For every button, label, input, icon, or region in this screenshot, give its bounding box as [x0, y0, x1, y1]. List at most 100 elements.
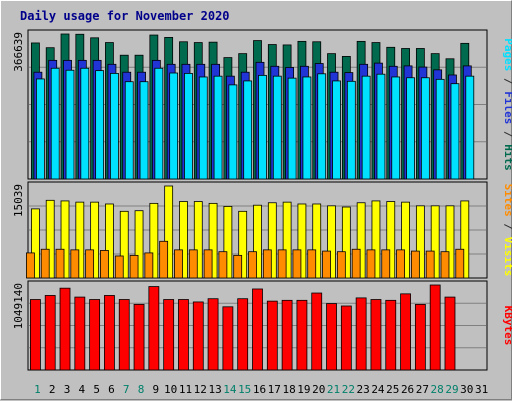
bar-visits-day-5	[90, 201, 100, 279]
bar-sites-day-28	[425, 250, 435, 279]
bar-pages-day-17	[272, 75, 282, 180]
x-tick-label: 5	[93, 383, 100, 396]
bar-pages-day-10	[169, 72, 179, 180]
bar-visits-day-13	[208, 202, 218, 279]
bar-sites-day-11	[174, 249, 183, 279]
x-tick-label: 13	[208, 383, 221, 396]
bar-kbytes-day-29	[444, 296, 456, 371]
bar-kbytes-day-19	[296, 299, 308, 371]
bar-sites-day-17	[262, 249, 272, 279]
x-tick-label: 4	[79, 383, 86, 396]
bar-visits-day-26	[401, 201, 410, 279]
bar-visits-day-14	[223, 206, 233, 279]
bar-kbytes-day-20	[311, 292, 323, 371]
bar-visits-day-12	[193, 201, 203, 279]
bar-sites-day-22	[336, 251, 346, 279]
bar-pages-day-2	[50, 67, 60, 180]
bar-pages-day-25	[391, 76, 401, 180]
bar-sites-day-9	[144, 252, 154, 279]
bar-sites-day-16	[248, 251, 257, 279]
bar-sites-day-27	[410, 250, 420, 279]
bar-sites-day-24	[366, 249, 376, 279]
bar-visits-day-28	[430, 205, 440, 279]
bar-sites-day-20	[307, 249, 317, 279]
x-tick-label: 15	[238, 383, 251, 396]
bar-sites-day-14	[218, 251, 228, 279]
bar-visits-day-20	[312, 203, 322, 279]
x-tick-label: 21	[327, 383, 340, 396]
x-tick-label: 30	[460, 383, 473, 396]
bar-kbytes-day-28	[429, 284, 441, 371]
bar-pages-day-24	[376, 73, 386, 180]
y-max-label: 1049140	[12, 283, 25, 329]
bar-kbytes-day-10	[163, 299, 175, 371]
y-max-label: 15039	[12, 184, 25, 217]
bar-kbytes-day-18	[281, 299, 293, 371]
bar-pages-day-13	[213, 75, 223, 180]
x-tick-label: 24	[371, 383, 385, 396]
bar-pages-day-18	[287, 77, 297, 180]
x-tick-label: 3	[64, 383, 71, 396]
bar-sites-day-6	[100, 250, 109, 279]
bar-visits-day-17	[267, 202, 277, 279]
bar-kbytes-day-22	[340, 305, 352, 371]
bar-visits-day-11	[179, 201, 188, 279]
x-tick-label: 1	[34, 383, 41, 396]
x-tick-label: 16	[253, 383, 266, 396]
bar-visits-day-8	[134, 210, 144, 279]
bar-visits-day-7	[119, 210, 129, 279]
legend-label: Sites	[502, 184, 512, 217]
bar-visits-day-18	[282, 201, 292, 279]
x-tick-label: 11	[179, 383, 192, 396]
x-tick-label: 23	[357, 383, 370, 396]
x-tick-label: 17	[268, 383, 281, 396]
bar-visits-day-27	[415, 205, 425, 279]
legend-label: /	[502, 71, 512, 91]
x-tick-label: 6	[108, 383, 115, 396]
bar-pages-day-12	[198, 76, 208, 180]
bar-pages-day-11	[184, 73, 193, 180]
bar-kbytes-day-16	[252, 288, 263, 371]
bar-kbytes-day-3	[59, 287, 71, 371]
bar-kbytes-day-8	[133, 303, 145, 371]
bar-pages-day-4	[80, 67, 90, 180]
bar-kbytes-day-23	[355, 297, 367, 371]
bar-pages-day-21	[332, 80, 341, 180]
bar-sites-day-15	[233, 254, 243, 279]
x-tick-label: 9	[153, 383, 160, 396]
bar-sites-day-7	[114, 255, 124, 279]
bar-pages-day-8	[139, 81, 149, 180]
bar-visits-day-24	[371, 200, 381, 279]
chart-title: Daily usage for November 2020	[20, 9, 230, 23]
legend-label: KBytes	[502, 306, 512, 346]
bar-kbytes-day-26	[400, 293, 411, 371]
bar-kbytes-day-13	[207, 298, 219, 371]
bar-visits-day-30	[460, 200, 470, 279]
bar-sites-day-13	[203, 249, 213, 279]
bar-visits-day-15	[238, 210, 248, 279]
bar-pages-day-30	[465, 75, 475, 180]
x-tick-label: 29	[445, 383, 458, 396]
bar-sites-day-30	[455, 248, 465, 279]
x-tick-label: 20	[312, 383, 325, 396]
bar-kbytes-day-17	[266, 300, 278, 371]
bar-kbytes-day-1	[30, 299, 41, 371]
bar-pages-day-1	[36, 78, 45, 180]
x-tick-label: 8	[138, 383, 145, 396]
x-tick-label: 28	[431, 383, 444, 396]
bar-pages-day-26	[406, 77, 415, 180]
bar-pages-day-27	[420, 77, 430, 180]
bar-sites-day-4	[70, 249, 80, 279]
bar-pages-day-15	[243, 80, 253, 180]
legend-label: Hits	[502, 144, 512, 171]
bar-pages-day-16	[258, 74, 267, 180]
bar-sites-day-21	[322, 250, 331, 279]
bar-sites-day-23	[351, 248, 361, 279]
x-tick-label: 25	[386, 383, 399, 396]
x-tick-label: 26	[401, 383, 414, 396]
bar-kbytes-day-9	[148, 286, 160, 371]
bar-pages-day-22	[346, 80, 356, 180]
bar-pages-day-14	[228, 84, 238, 180]
bar-sites-day-25	[381, 249, 391, 279]
